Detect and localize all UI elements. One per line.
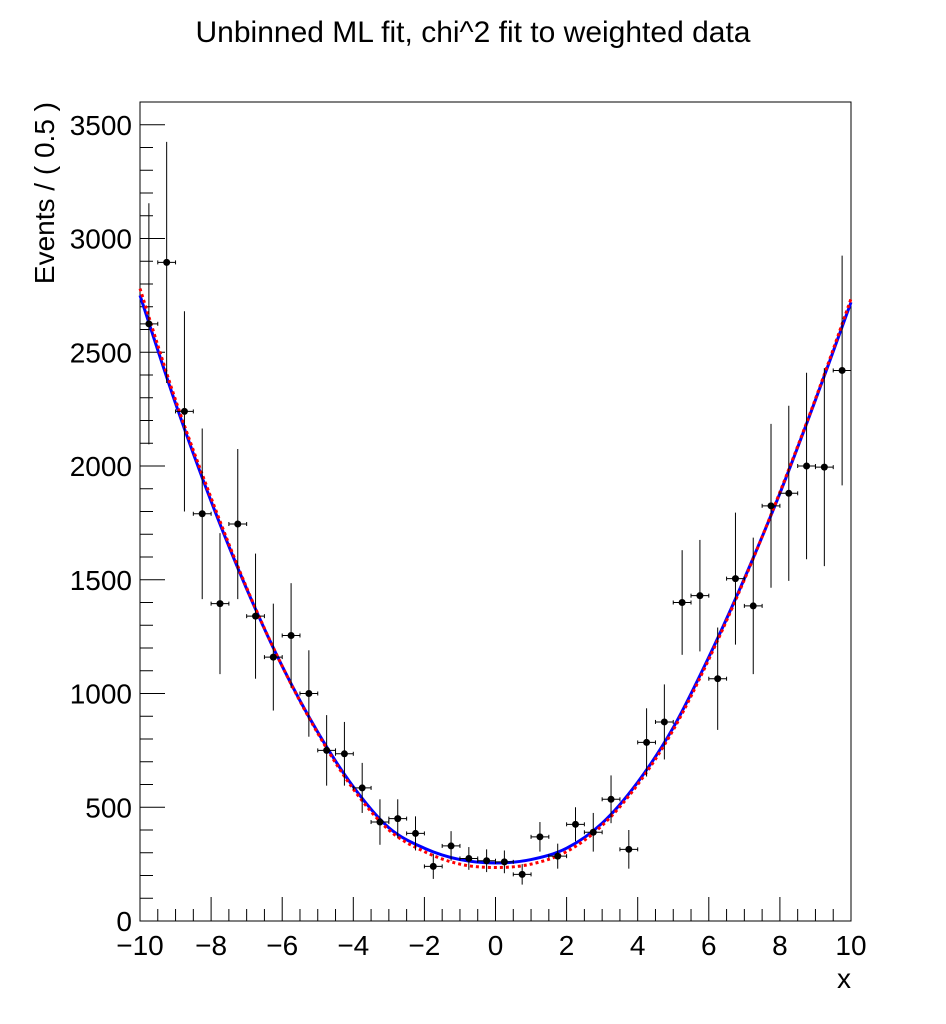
- data-point: [832, 255, 852, 486]
- x-axis-label: x: [837, 963, 851, 994]
- data-point: [210, 533, 230, 675]
- y-tick-label: 2500: [70, 337, 132, 368]
- data-point: [566, 807, 585, 842]
- x-tick-label: 4: [630, 930, 646, 961]
- x-tick-label: −8: [195, 930, 227, 961]
- data-point: [512, 864, 532, 885]
- x-tick-label: −10: [116, 930, 164, 961]
- data-point: [814, 368, 834, 567]
- x-tick-label: 0: [488, 930, 504, 961]
- plot-frame: [139, 101, 852, 922]
- data-point: [192, 428, 212, 600]
- data-point: [263, 603, 283, 711]
- data-point: [637, 708, 656, 777]
- data-point: [406, 816, 425, 851]
- data-point: [139, 203, 159, 445]
- data-point: [690, 539, 710, 652]
- data-point: [157, 141, 177, 383]
- data-point: [530, 822, 550, 852]
- data-point: [175, 311, 194, 512]
- data-point: [779, 405, 799, 581]
- fit-curve-red-dotted: [138, 288, 853, 870]
- data-point: [228, 448, 248, 600]
- x-tick-label: −6: [266, 930, 298, 961]
- data-point: [423, 853, 443, 879]
- y-tick-label: 3500: [70, 110, 132, 141]
- chart-title: Unbinned ML fit, chi^2 fit to weighted d…: [196, 16, 751, 49]
- x-tick-label: −2: [408, 930, 440, 961]
- data-point: [654, 684, 674, 760]
- data-point: [299, 650, 319, 737]
- x-axis: −10 −8 −6 −4 −2 0 2 4 6 8 10: [116, 897, 867, 961]
- data-point: [246, 553, 265, 679]
- y-tick-label: 500: [85, 792, 132, 823]
- data-point: [281, 583, 301, 688]
- data-point: [583, 812, 603, 852]
- y-axis: 0 500 1000 1500 2000 2500 3000 3500: [70, 101, 165, 937]
- y-tick-label: 0: [116, 906, 132, 937]
- x-tick-label: 10: [835, 930, 866, 961]
- y-tick-label: 1500: [70, 565, 132, 596]
- data-point: [370, 799, 390, 845]
- x-tick-label: 6: [701, 930, 717, 961]
- data-point: [743, 537, 763, 675]
- data-point: [352, 762, 372, 813]
- data-point: [441, 831, 461, 861]
- data-point: [317, 715, 337, 786]
- data-point: [797, 372, 816, 560]
- y-axis-label: Events / ( 0.5 ): [29, 102, 60, 284]
- data-point: [761, 423, 781, 588]
- data-point: [388, 799, 408, 838]
- data-point: [459, 847, 479, 870]
- x-tick-label: −4: [337, 930, 369, 961]
- data-point: [477, 849, 496, 873]
- data-point: [495, 850, 514, 874]
- data-point: [601, 775, 621, 824]
- y-tick-label: 1000: [70, 679, 132, 710]
- data-point: [708, 627, 728, 730]
- data-point: [672, 550, 692, 655]
- data-point: [548, 843, 568, 869]
- data-points: [139, 141, 852, 885]
- data-point: [335, 721, 354, 786]
- data-point: [726, 512, 745, 645]
- x-tick-label: 2: [559, 930, 575, 961]
- y-tick-label: 2000: [70, 451, 132, 482]
- y-tick-label: 3000: [70, 224, 132, 255]
- x-tick-label: 8: [772, 930, 788, 961]
- data-point: [619, 830, 639, 869]
